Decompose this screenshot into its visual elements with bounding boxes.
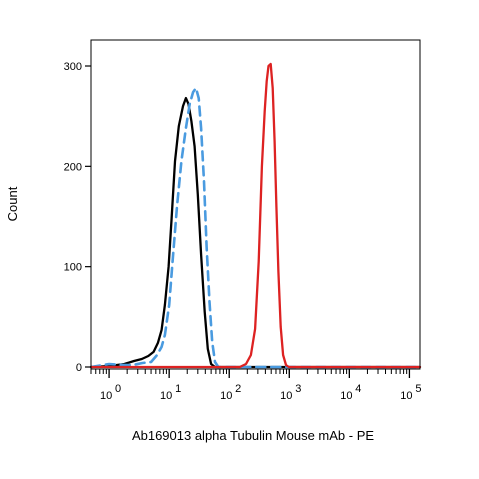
x-tick-label: 10 — [400, 390, 412, 402]
x-tick-exponent: 4 — [355, 383, 361, 395]
y-axis-ticks: 0 100 200 300 — [64, 61, 91, 374]
y-tick-label: 200 — [64, 161, 82, 173]
y-axis-title: Count — [5, 186, 20, 221]
plot-frame — [90, 39, 421, 370]
x-axis-title: Ab169013 alpha Tubulin Mouse mAb - PE — [132, 428, 374, 443]
series-layer — [89, 62, 422, 369]
series-line-2 — [89, 86, 422, 369]
y-tick-label: 0 — [76, 362, 82, 374]
x-tick-label: 10 — [160, 390, 172, 402]
y-tick-label: 300 — [64, 61, 82, 73]
x-tick-label: 10 — [280, 390, 292, 402]
x-tick-exponent: 5 — [415, 383, 421, 395]
series-line-3 — [89, 62, 422, 369]
x-tick-exponent: 2 — [235, 383, 241, 395]
x-tick-exponent: 0 — [115, 383, 121, 395]
axis-layer — [90, 39, 421, 370]
x-tick-label: 10 — [100, 390, 112, 402]
x-tick-label: 10 — [220, 390, 232, 402]
series-line-1 — [89, 96, 422, 369]
x-tick-exponent: 1 — [175, 383, 181, 395]
x-tick-label: 10 — [340, 390, 352, 402]
x-tick-exponent: 3 — [295, 383, 301, 395]
y-tick-label: 100 — [64, 262, 82, 274]
